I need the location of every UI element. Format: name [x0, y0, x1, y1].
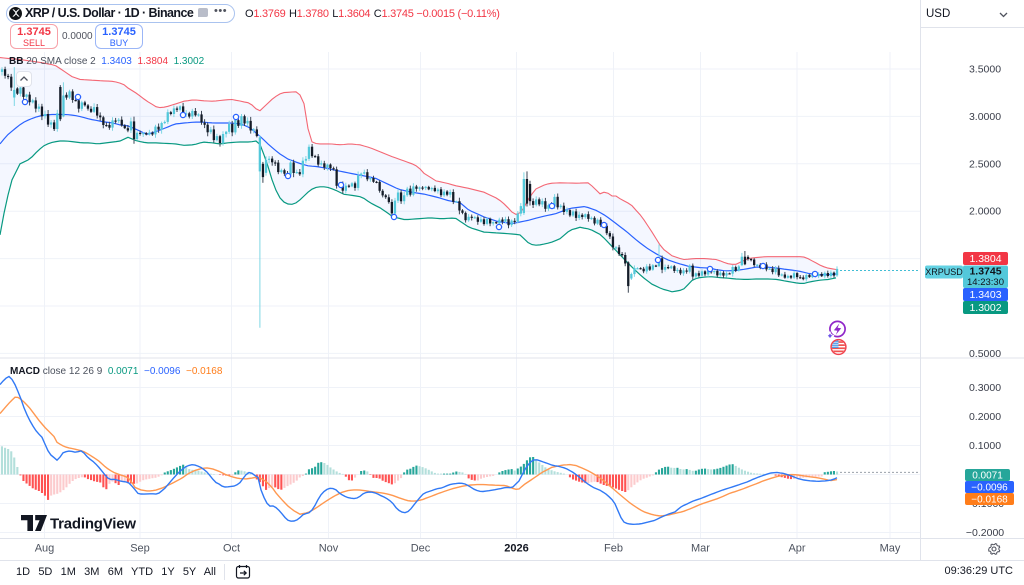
- svg-text:TradingView: TradingView: [50, 516, 136, 533]
- svg-text:Oct: Oct: [223, 543, 240, 555]
- svg-text:3.0000: 3.0000: [969, 111, 1001, 123]
- svg-text:0.0071: 0.0071: [972, 471, 1003, 482]
- svg-text:0.5000: 0.5000: [969, 348, 1001, 360]
- svg-text:0.2000: 0.2000: [969, 411, 1001, 423]
- svg-text:−0.2000: −0.2000: [966, 527, 1004, 539]
- svg-text:Apr: Apr: [788, 543, 805, 555]
- svg-text:14:23:30: 14:23:30: [967, 277, 1004, 288]
- svg-text:−0.0096: −0.0096: [971, 483, 1008, 494]
- svg-text:Mar: Mar: [691, 543, 710, 555]
- svg-text:3.5000: 3.5000: [969, 64, 1001, 76]
- svg-text:Sep: Sep: [130, 543, 150, 555]
- svg-text:2.5000: 2.5000: [969, 158, 1001, 170]
- svg-text:XRPUSD: XRPUSD: [925, 267, 963, 277]
- svg-text:2.0000: 2.0000: [969, 206, 1001, 218]
- svg-text:Aug: Aug: [35, 543, 55, 555]
- svg-text:0.1000: 0.1000: [969, 440, 1001, 452]
- svg-text:1.3403: 1.3403: [969, 289, 1001, 301]
- svg-text:0.3000: 0.3000: [969, 382, 1001, 394]
- svg-text:1.3804: 1.3804: [969, 253, 1001, 265]
- svg-text:2026: 2026: [504, 543, 528, 555]
- svg-text:Nov: Nov: [319, 543, 339, 555]
- svg-text:May: May: [880, 543, 901, 555]
- svg-text:09:36:29 UTC: 09:36:29 UTC: [945, 565, 1014, 577]
- svg-text:−0.0168: −0.0168: [971, 495, 1008, 506]
- svg-text:1.3002: 1.3002: [969, 302, 1001, 314]
- svg-text:Feb: Feb: [604, 543, 623, 555]
- svg-text:1.3745: 1.3745: [969, 266, 1001, 278]
- svg-text:Dec: Dec: [411, 543, 431, 555]
